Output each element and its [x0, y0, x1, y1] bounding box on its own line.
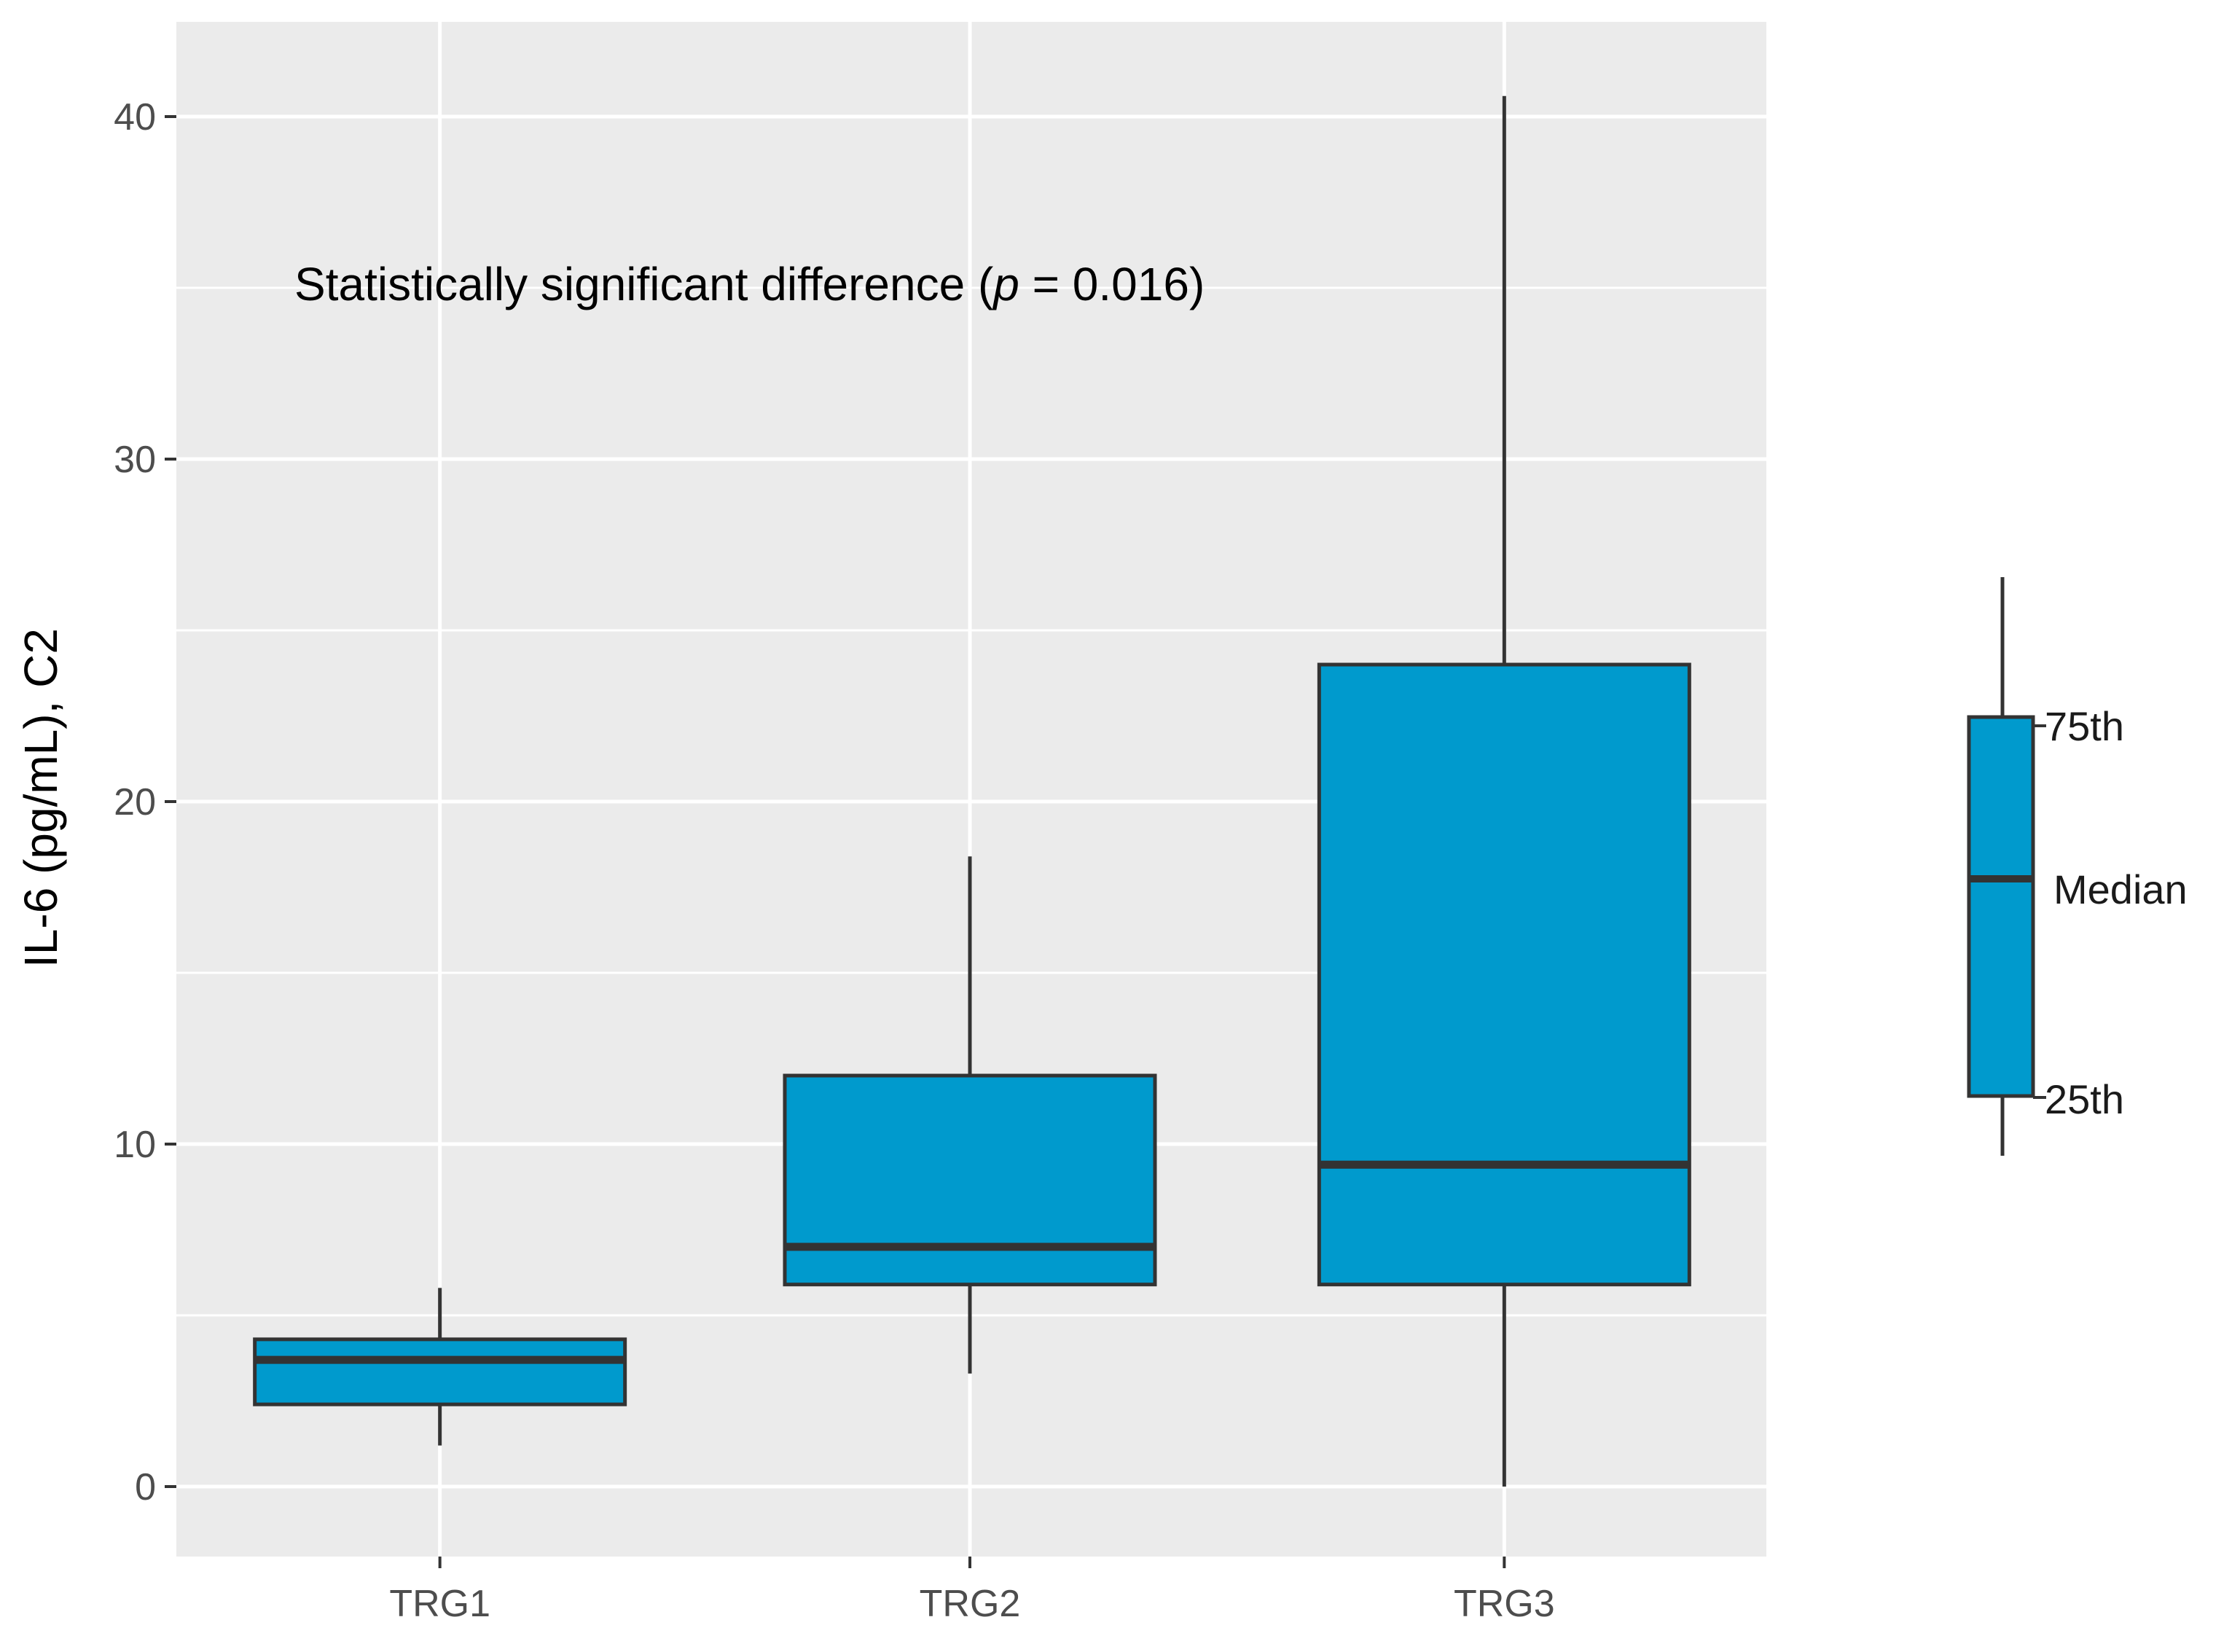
legend: 75th Median 25th — [1967, 577, 2188, 1156]
iqr-box — [1317, 662, 1691, 1287]
box-trg1 — [253, 1288, 627, 1446]
box-series — [253, 95, 1691, 1487]
box-trg3 — [1317, 95, 1691, 1487]
y-tick-label: 30 — [114, 439, 156, 481]
significance-annotation: Statistically significant difference (p … — [294, 258, 1205, 310]
legend-label-median: Median — [2053, 866, 2188, 912]
y-tick-label: 40 — [114, 96, 156, 138]
iqr-box — [253, 1337, 627, 1406]
y-axis-title: IL-6 (pg/mL), C2 — [15, 628, 67, 968]
y-tick-label: 0 — [135, 1466, 156, 1508]
annotation-suffix: = 0.016) — [1019, 258, 1205, 310]
legend-label-75th: 75th — [2045, 703, 2124, 749]
x-axis: TRG1 TRG2 TRG3 — [389, 1557, 1555, 1625]
legend-label-25th: 25th — [2045, 1076, 2124, 1122]
legend-box — [1967, 715, 2035, 1098]
iqr-box — [783, 1073, 1157, 1287]
annotation-prefix: Statistically significant difference ( — [294, 258, 993, 310]
x-tick-label: TRG3 — [1454, 1583, 1555, 1625]
y-axis: 0 10 20 30 40 — [114, 96, 176, 1508]
x-tick-label: TRG1 — [389, 1583, 490, 1625]
x-tick-label: TRG2 — [920, 1583, 1021, 1625]
box-trg2 — [783, 856, 1157, 1374]
y-tick-label: 20 — [114, 781, 156, 823]
annotation-italic: p — [992, 258, 1019, 310]
y-tick-label: 10 — [114, 1124, 156, 1166]
